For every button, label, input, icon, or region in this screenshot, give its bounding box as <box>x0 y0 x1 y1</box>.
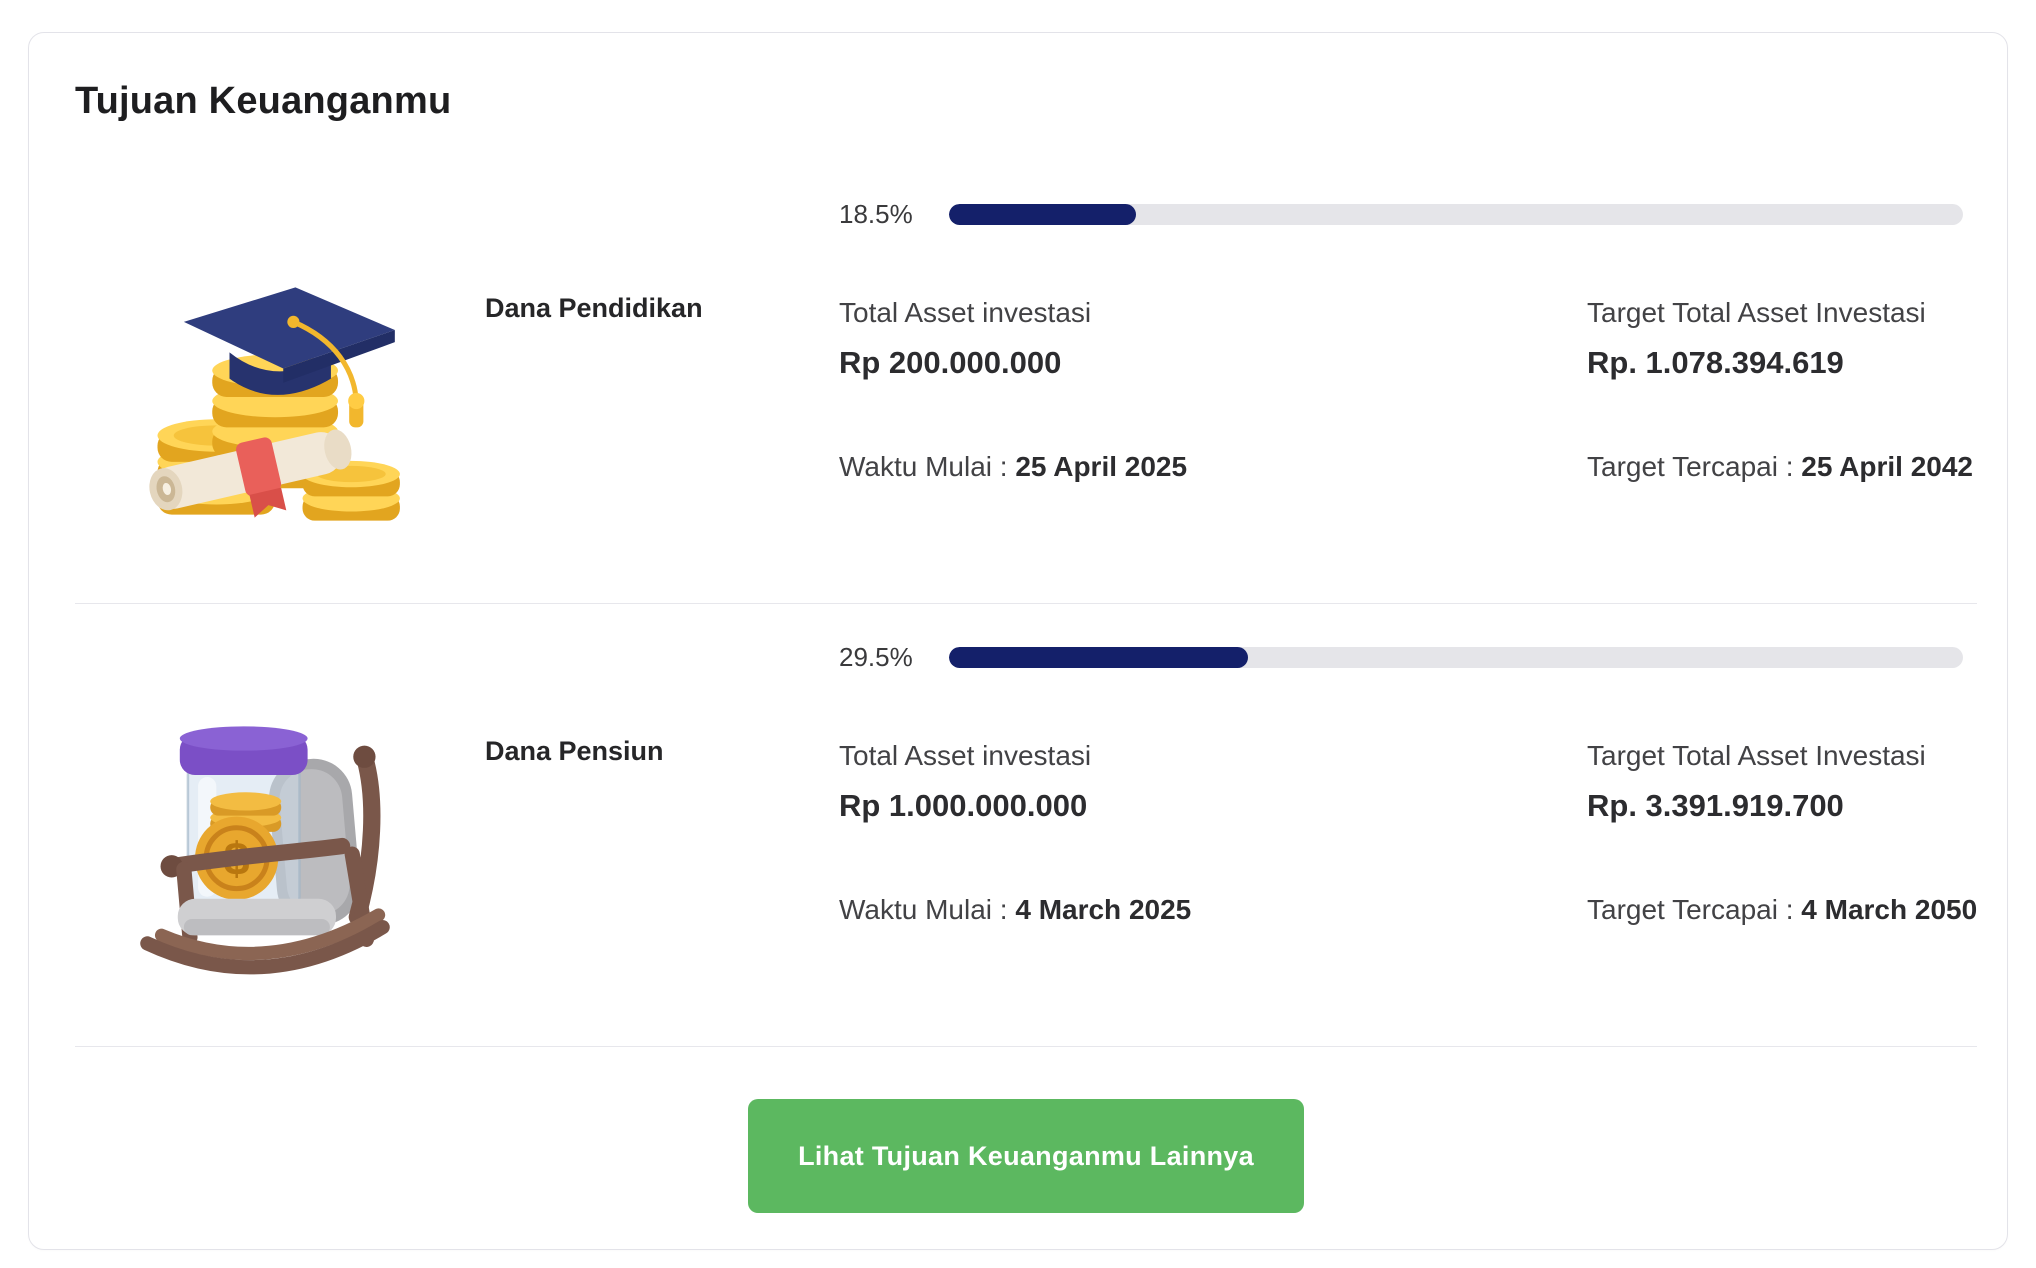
achieved-date-value: 25 April 2042 <box>1801 451 1973 482</box>
progress-bar <box>948 203 1963 225</box>
progress-row: 29.5% <box>839 642 1977 672</box>
asset-value: Rp 1.000.000.000 <box>839 788 1088 823</box>
goal-row-education: 18.5% Dana Pendidikan Total Asset invest… <box>75 161 1977 604</box>
achieved-date-label: Target Tercapai : <box>1587 894 1802 925</box>
card-footer: Lihat Tujuan Keuanganmu Lainnya <box>75 1047 1977 1213</box>
start-date-label: Waktu Mulai : <box>839 451 1016 482</box>
asset-value: Rp 200.000.000 <box>839 345 1062 380</box>
target-value: Rp. 1.078.394.619 <box>1587 345 1844 380</box>
achieved-date-line: Target Tercapai : 25 April 2042 <box>1587 447 1977 487</box>
progress-bar-fill <box>948 203 1137 225</box>
start-date-line: Waktu Mulai : 25 April 2025 <box>839 447 1587 487</box>
target-value: Rp. 3.391.919.700 <box>1587 788 1844 823</box>
start-date-label: Waktu Mulai : <box>839 894 1016 925</box>
target-label: Target Total Asset Investasi <box>1587 297 1926 328</box>
progress-row: 18.5% <box>839 199 1977 229</box>
start-date-value: 25 April 2025 <box>1015 451 1188 482</box>
education-fund-icon <box>120 259 410 543</box>
asset-info: Total Asset investasi Rp 1.000.000.000 W… <box>839 716 1587 1046</box>
goal-name: Dana Pendidikan <box>485 293 703 323</box>
goal-row-pension: $ <box>75 604 1977 1047</box>
start-date-line: Waktu Mulai : 4 March 2025 <box>839 890 1587 930</box>
target-info: Target Total Asset Investasi Rp. 3.391.9… <box>1587 716 1977 1046</box>
asset-label: Total Asset investasi <box>839 297 1092 328</box>
progress-percent-label: 29.5% <box>839 641 913 672</box>
achieved-date-value: 4 March 2050 <box>1801 894 1978 925</box>
achieved-date-label: Target Tercapai : <box>1587 451 1802 482</box>
pension-fund-icon: $ <box>120 702 410 986</box>
see-other-goals-button[interactable]: Lihat Tujuan Keuanganmu Lainnya <box>748 1099 1304 1213</box>
target-label: Target Total Asset Investasi <box>1587 740 1926 771</box>
goals-list: 18.5% Dana Pendidikan Total Asset invest… <box>75 161 1977 1047</box>
achieved-date-line: Target Tercapai : 4 March 2050 <box>1587 890 1977 930</box>
start-date-value: 4 March 2025 <box>1015 894 1192 925</box>
page-title: Tujuan Keuanganmu <box>75 80 452 122</box>
progress-bar <box>948 646 1963 668</box>
target-info: Target Total Asset Investasi Rp. 1.078.3… <box>1587 273 1977 603</box>
asset-label: Total Asset investasi <box>839 740 1092 771</box>
progress-percent-label: 18.5% <box>839 198 913 229</box>
financial-goals-card: Tujuan Keuanganmu <box>28 32 2008 1250</box>
goal-name: Dana Pensiun <box>485 736 664 766</box>
progress-bar-fill <box>948 646 1248 668</box>
asset-info: Total Asset investasi Rp 200.000.000 Wak… <box>839 273 1587 603</box>
